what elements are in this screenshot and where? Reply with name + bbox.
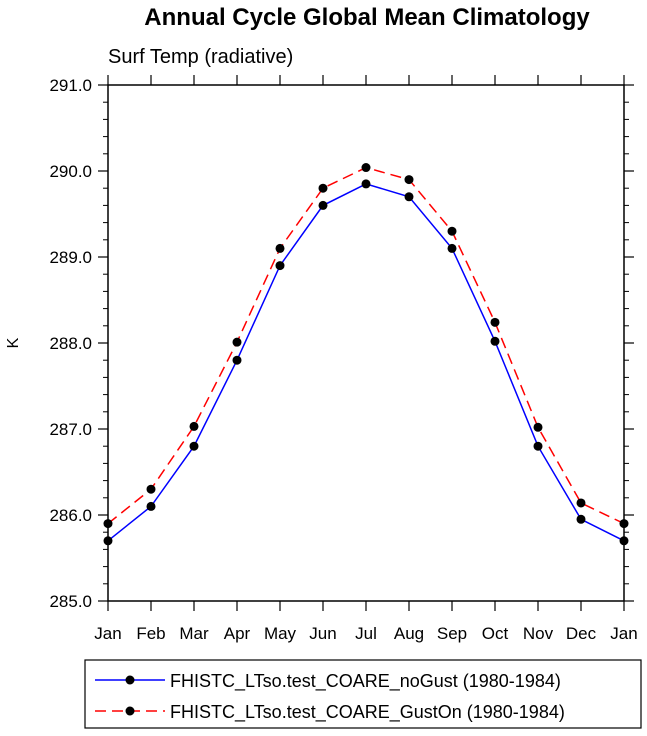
series-2-point — [447, 226, 457, 236]
plot-frame — [107, 84, 625, 602]
series-2-point — [619, 519, 629, 529]
x-tick-label: Jan — [94, 624, 121, 643]
x-tick-label: Apr — [224, 624, 251, 643]
x-tick-label: Dec — [566, 624, 597, 643]
legend-label-guston: FHISTC_LTso.test_COARE_GustOn (1980-1984… — [170, 702, 565, 723]
series-2-point — [576, 498, 586, 508]
series-2-point — [146, 484, 156, 494]
x-tick-label: Oct — [482, 624, 509, 643]
axis-ticks — [98, 75, 634, 611]
legend-marker-nogust — [125, 675, 135, 685]
series-1-point — [189, 441, 199, 451]
series-1-point — [533, 441, 543, 451]
series-1-point — [232, 355, 242, 365]
y-tick-label: 288.0 — [49, 334, 92, 353]
series-2-point — [490, 317, 500, 327]
x-tick-label: Jun — [309, 624, 336, 643]
chart-title: Annual Cycle Global Mean Climatology — [144, 4, 590, 31]
axis-tick-labels: 285.0 286.0 287.0 288.0 289.0 290.0 291.0 Jan Fe… — [49, 76, 637, 643]
series-2-point — [404, 175, 414, 185]
series-1-point — [619, 536, 629, 546]
x-tick-label: Mar — [179, 624, 209, 643]
y-tick-label: 290.0 — [49, 162, 92, 181]
series-2-point — [232, 337, 242, 347]
x-tick-label: Sep — [437, 624, 467, 643]
legend-marker-guston — [125, 706, 135, 716]
data-series — [103, 163, 629, 546]
legend-label-nogust: FHISTC_LTso.test_COARE_noGust (1980-1984… — [170, 671, 561, 692]
series-1-point — [404, 192, 414, 202]
series-1-point — [490, 336, 500, 346]
series-1-point — [275, 261, 285, 271]
x-tick-label: Jan — [610, 624, 637, 643]
series-1-point — [103, 536, 113, 546]
y-tick-label: 291.0 — [49, 76, 92, 95]
chart-subtitle: Surf Temp (radiative) — [108, 46, 293, 68]
series-2-point — [533, 422, 543, 432]
legend: FHISTC_LTso.test_COARE_noGust (1980-1984… — [84, 659, 642, 729]
y-tick-label: 285.0 — [49, 592, 92, 611]
y-axis-label: K — [5, 337, 22, 348]
series-1-point — [447, 243, 457, 253]
y-tick-label: 289.0 — [49, 248, 92, 267]
legend-box — [84, 659, 642, 729]
series-2-point — [318, 183, 328, 193]
series-1-point — [576, 514, 586, 524]
series-2-point — [189, 421, 199, 431]
y-tick-label: 286.0 — [49, 506, 92, 525]
x-tick-label: Jul — [355, 624, 377, 643]
series-2-point — [103, 519, 113, 529]
x-tick-label: Nov — [523, 624, 554, 643]
series-line-2 — [107, 166, 625, 525]
series-2-point — [275, 243, 285, 253]
x-tick-label: Aug — [394, 624, 424, 643]
x-tick-label: Feb — [136, 624, 165, 643]
series-2-point — [361, 163, 371, 173]
series-line-1 — [107, 183, 625, 542]
series-1-point — [361, 179, 371, 189]
series-1-point — [146, 501, 156, 511]
y-tick-label: 287.0 — [49, 420, 92, 439]
x-tick-label: May — [264, 624, 297, 643]
series-1-point — [318, 200, 328, 210]
